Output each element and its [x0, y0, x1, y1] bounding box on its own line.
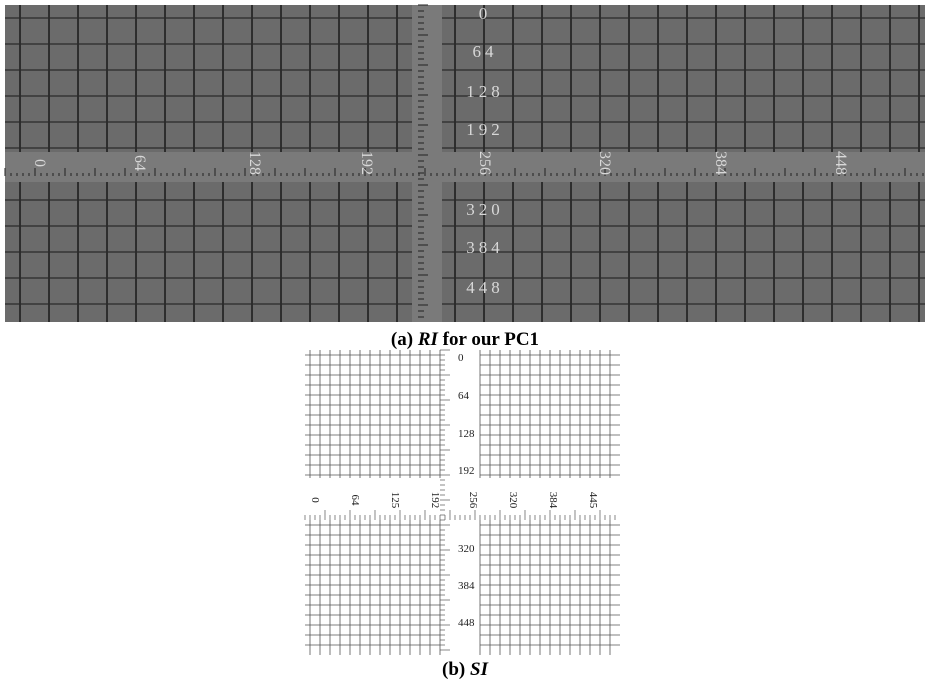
ruler-label: 384: [712, 151, 729, 175]
ruler-label: 320: [466, 200, 504, 219]
caption-italic: RI: [417, 329, 439, 350]
ruler-label: 0: [31, 159, 48, 167]
ruler-label: 64: [458, 390, 470, 402]
ruler-label: 64: [473, 42, 498, 61]
ruler-label: 448: [832, 151, 849, 175]
ruler-label: 128: [458, 428, 475, 440]
caption-label: (a): [391, 329, 413, 350]
caption-label: (b): [442, 659, 465, 680]
ruler-label: 128: [466, 82, 504, 101]
figure: 064128192320384448064128192256320384448 …: [0, 0, 928, 681]
ruler-column: [412, 5, 442, 322]
ruler-label: 448: [466, 278, 504, 297]
ruler-label: 320: [596, 151, 613, 175]
ruler-label: 256: [467, 492, 479, 509]
ruler-label: 0: [479, 4, 492, 23]
ruler-label: 320: [507, 492, 519, 509]
ruler-label: 192: [466, 120, 504, 139]
ruler-label: 384: [458, 580, 475, 592]
caption-a: (a) RI for our PC1: [391, 329, 539, 350]
ruler-label: 0: [458, 352, 464, 364]
ruler-label: 445: [587, 492, 599, 509]
ruler-label: 256: [476, 151, 493, 175]
ruler-label: 0: [309, 497, 321, 503]
ruler-label: 192: [429, 492, 441, 509]
ruler-label: 125: [389, 492, 401, 509]
caption-italic: SI: [470, 659, 489, 680]
ruler-label: 448: [458, 617, 475, 629]
ruler-label: 128: [246, 151, 263, 175]
ruler-label: 384: [466, 238, 504, 257]
ruler-label: 192: [458, 465, 475, 477]
ruler-label: 192: [358, 151, 375, 175]
caption-b: (b) SI: [442, 659, 489, 680]
caption-rest: for our PC1: [443, 329, 539, 350]
ruler-label: 320: [458, 543, 475, 555]
ruler-label: 64: [349, 495, 361, 507]
ruler-label: 384: [547, 492, 559, 509]
ruler-label: 64: [131, 155, 148, 171]
